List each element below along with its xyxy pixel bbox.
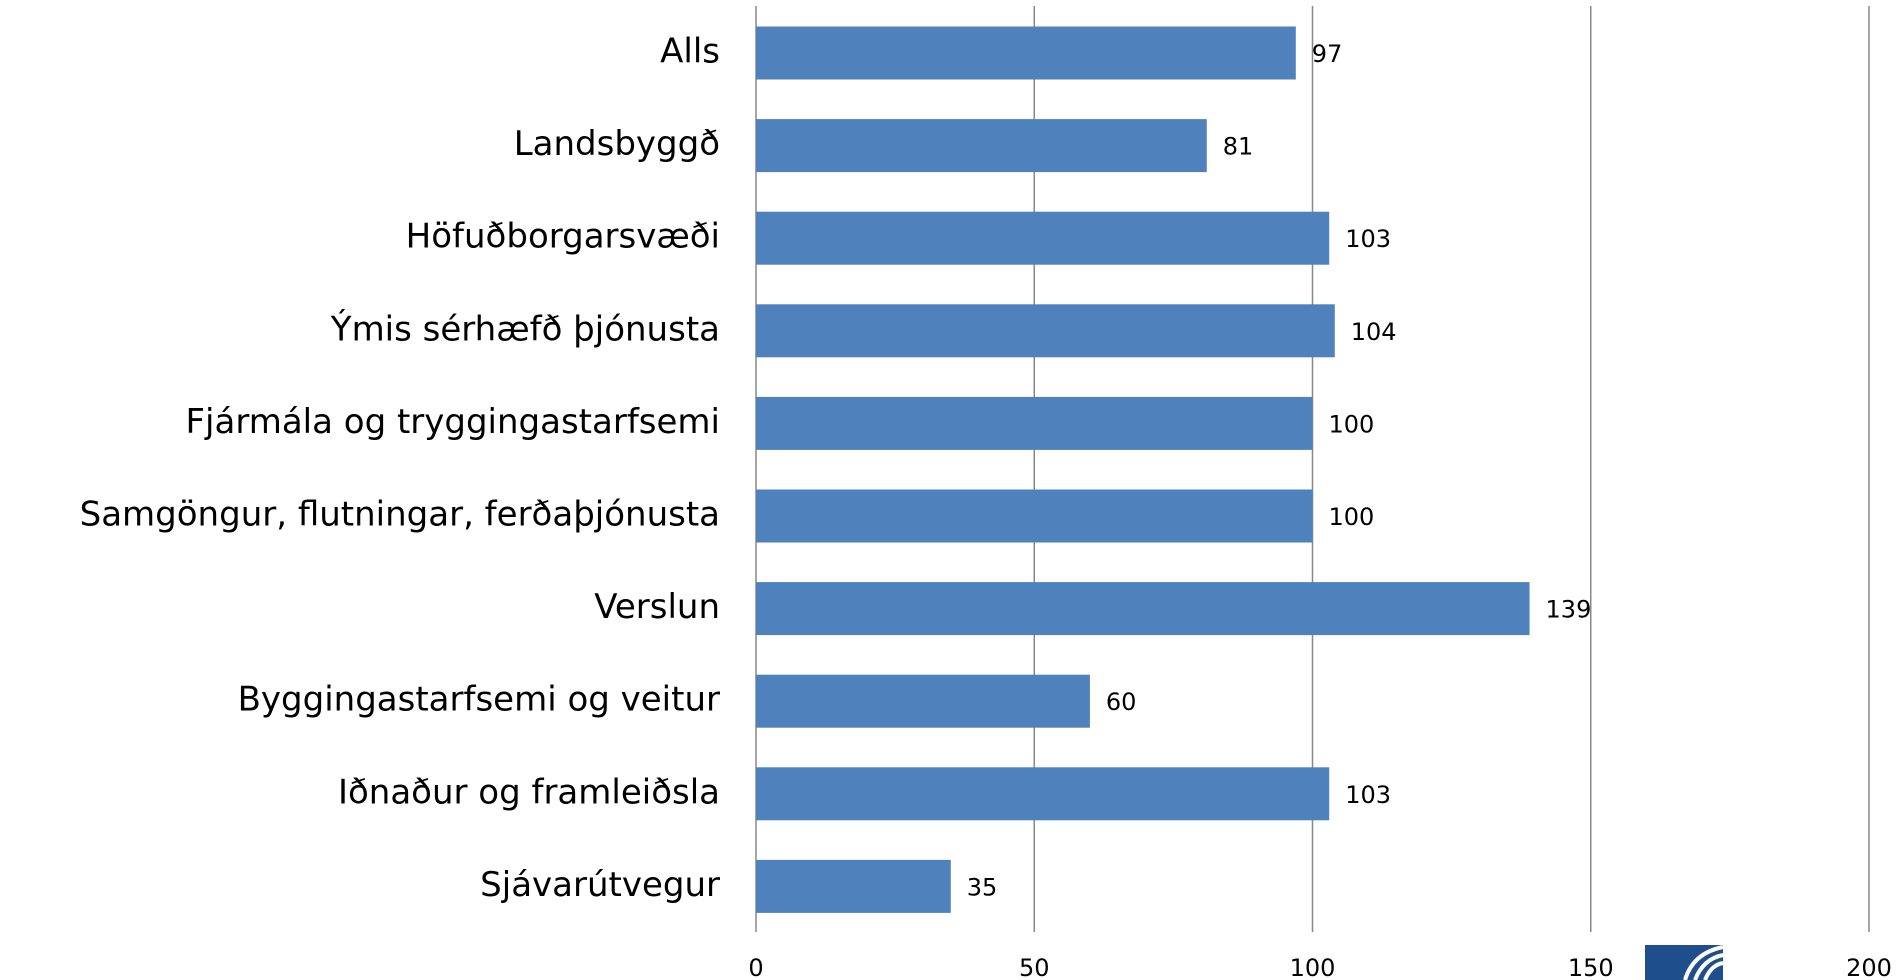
bar (756, 674, 1090, 728)
logo (1645, 945, 1724, 980)
x-tick-label: 200 (1846, 954, 1892, 980)
value-label: 104 (1351, 318, 1397, 346)
y-tick-label: Samgöngur, flutningar, ferðaþjónusta (80, 495, 720, 535)
y-tick-label: Alls (660, 32, 720, 72)
value-label: 100 (1329, 410, 1375, 438)
y-tick-label: Fjármála og tryggingastarfsemi (186, 402, 721, 442)
value-label: 81 (1223, 133, 1254, 161)
value-label: 35 (967, 873, 998, 901)
bar (756, 396, 1313, 450)
y-tick-label: Sjávarútvegur (480, 865, 720, 905)
y-tick-label: Iðnaður og framleiðsla (338, 772, 720, 812)
x-tick-label: 50 (1019, 954, 1050, 980)
bar (756, 582, 1530, 636)
value-label: 60 (1106, 688, 1137, 716)
value-label: 139 (1546, 596, 1592, 624)
value-label: 103 (1345, 781, 1391, 809)
x-tick-label: 100 (1290, 954, 1336, 980)
bar (756, 119, 1207, 173)
x-tick-label: 0 (748, 954, 763, 980)
y-tick-label: Verslun (594, 587, 720, 627)
bar (756, 26, 1296, 80)
bar (756, 304, 1335, 358)
bar (756, 859, 951, 913)
value-label: 103 (1345, 225, 1391, 253)
bar (756, 211, 1330, 265)
x-tick-label: 150 (1568, 954, 1614, 980)
logo-stripes (1683, 945, 1724, 980)
y-tick-label: Ýmis sérhæfð þjónusta (330, 308, 720, 349)
value-label: 100 (1329, 503, 1375, 531)
y-tick-label: Landsbyggð (514, 124, 720, 164)
y-tick-label: Byggingastarfsemi og veitur (238, 680, 720, 720)
y-tick-label: Höfuðborgarsvæði (406, 217, 720, 257)
bar (756, 767, 1330, 821)
value-label: 97 (1312, 40, 1343, 68)
bar (756, 489, 1313, 543)
